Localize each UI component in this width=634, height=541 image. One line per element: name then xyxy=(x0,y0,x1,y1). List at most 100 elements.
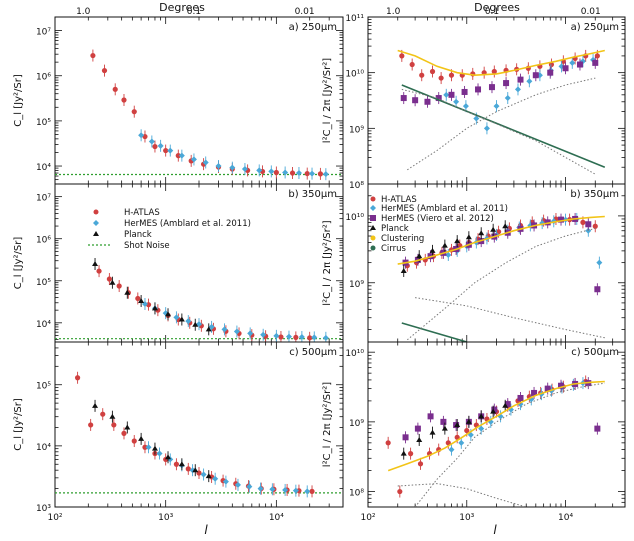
legend-left-item-0: H-ATLAS xyxy=(124,208,160,218)
y-axis-label: C_l [Jy²/Sr] xyxy=(13,398,24,451)
legend-left-item-2: Planck xyxy=(124,230,152,240)
y-tick-label: 10⁹ xyxy=(349,280,364,290)
legend-marker-hermes-amblard xyxy=(93,220,99,226)
data-point xyxy=(592,223,598,229)
data-point xyxy=(131,109,137,115)
x-axis-label-left: l xyxy=(204,523,208,537)
data-point xyxy=(124,289,131,295)
data-point xyxy=(517,76,524,83)
data-point xyxy=(322,171,329,178)
data-point xyxy=(173,461,180,467)
data-point xyxy=(448,72,455,78)
data-point xyxy=(304,488,311,495)
legend-marker-hatlas-right xyxy=(370,196,376,202)
data-point xyxy=(427,413,434,420)
data-point xyxy=(576,61,583,68)
y-tick-label: 10¹⁰ xyxy=(345,213,364,223)
panel-label: a) 250μm xyxy=(289,22,337,33)
data-point xyxy=(435,95,442,102)
data-group xyxy=(74,371,315,498)
legend-right: H-ATLAS HerMES (Amblard et al. 2011) Her… xyxy=(370,195,508,254)
data-group xyxy=(385,375,605,507)
data-point xyxy=(526,78,533,85)
data-point xyxy=(317,171,324,177)
top-tick-label: 0.01 xyxy=(295,7,315,17)
data-group xyxy=(397,49,606,175)
y-tick-label: 10⁷ xyxy=(36,194,51,204)
data-point xyxy=(293,334,299,341)
data-point xyxy=(504,401,511,408)
x-tick-label: 10² xyxy=(47,513,62,523)
data-point xyxy=(532,72,539,79)
legend-right-item-5: Cirrus xyxy=(381,244,407,254)
data-point xyxy=(229,164,236,171)
data-point xyxy=(594,53,600,59)
data-point xyxy=(90,52,96,59)
data-point xyxy=(438,75,444,81)
data-point xyxy=(241,165,248,172)
data-point xyxy=(307,335,313,341)
data-point xyxy=(400,450,407,456)
series-line xyxy=(387,380,605,472)
data-point xyxy=(256,167,263,174)
data-point xyxy=(202,159,209,166)
data-point xyxy=(440,418,447,425)
data-point xyxy=(205,473,212,479)
data-point xyxy=(298,334,305,341)
legend-marker-planck xyxy=(93,231,99,236)
data-point xyxy=(221,326,228,333)
data-point xyxy=(178,316,185,322)
data-point xyxy=(408,451,414,457)
legend-marker-hatlas xyxy=(93,209,99,215)
data-point xyxy=(445,252,452,259)
data-group xyxy=(90,49,329,181)
data-point xyxy=(454,434,460,440)
data-point xyxy=(311,334,318,341)
data-point xyxy=(417,461,424,467)
legend-marker-clustering xyxy=(370,235,376,241)
data-point xyxy=(178,152,185,159)
data-point xyxy=(112,86,118,92)
y-axis-label: l²C_l / 2π [Jy²/Sr²] xyxy=(322,220,333,305)
data-point xyxy=(473,115,480,122)
y-tick-label: 10⁶ xyxy=(36,73,51,83)
data-point xyxy=(215,163,222,170)
data-point xyxy=(488,84,495,91)
data-point xyxy=(441,242,448,248)
data-point xyxy=(142,444,148,450)
data-point xyxy=(400,95,407,102)
top-tick-label: 1.0 xyxy=(386,7,401,17)
data-point xyxy=(429,68,436,75)
panel-label: c) 500μm xyxy=(571,347,619,358)
data-point xyxy=(464,427,470,434)
series-line xyxy=(406,227,596,341)
data-point xyxy=(208,323,215,330)
y-tick-label: 10¹¹ xyxy=(345,14,364,24)
data-point xyxy=(100,411,106,417)
legend-marker-hermes-amblard-right xyxy=(370,205,376,211)
data-point xyxy=(594,286,601,293)
y-tick-label: 10⁸ xyxy=(349,181,364,191)
x-tick-label: 10⁴ xyxy=(269,513,284,523)
panel-5: c) 500μm 10⁸ 10⁹ 10¹⁰ 10² 10³ 10⁴ l²C_l / 2π [J… xyxy=(322,341,626,523)
top-tick-label: 0.1 xyxy=(187,7,201,17)
data-group xyxy=(92,258,329,342)
y-tick-label: 10⁵ xyxy=(36,118,51,128)
panel-frame xyxy=(54,341,344,508)
data-point xyxy=(157,142,164,149)
data-point xyxy=(399,53,405,59)
data-point xyxy=(562,65,569,72)
y-axis-label: C_l [Jy²/Sr] xyxy=(13,74,24,127)
data-point xyxy=(88,422,94,428)
data-point xyxy=(502,402,509,408)
data-point xyxy=(138,298,145,304)
data-point xyxy=(260,331,267,338)
data-point xyxy=(594,425,601,432)
y-tick-label: 10⁶ xyxy=(36,236,51,246)
y-tick-label: 10¹⁰ xyxy=(345,349,364,359)
y-axis-label: l²C_l / 2π [Jy²/Sr²] xyxy=(322,382,333,467)
data-point xyxy=(138,435,145,441)
data-point xyxy=(414,425,421,432)
data-point xyxy=(445,440,451,446)
data-point xyxy=(458,439,465,446)
